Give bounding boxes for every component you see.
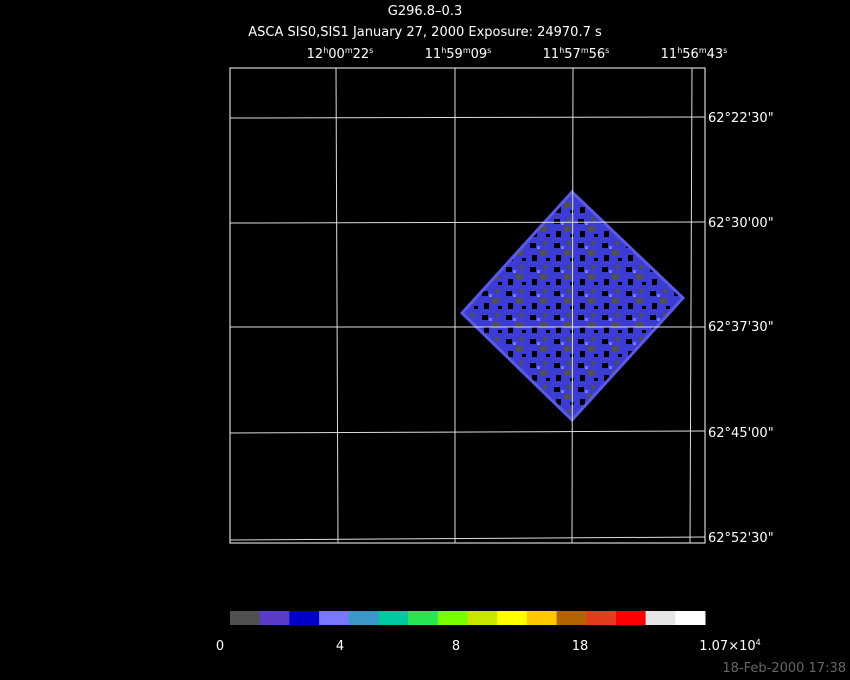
color-swatch <box>378 611 409 625</box>
dec-label: 62°52'30" <box>708 531 774 546</box>
color-swatch <box>259 611 290 625</box>
color-swatch <box>556 611 587 625</box>
superscript: s <box>605 46 609 55</box>
superscript: 4 <box>756 638 761 647</box>
colorbar-label: 4 <box>336 639 344 654</box>
label-part: 43 <box>707 47 724 62</box>
label-part: 11 <box>543 47 560 62</box>
ra-label: 11h59m09s <box>425 46 492 62</box>
colorbar-label: 8 <box>452 639 460 654</box>
dec-label: 62°30'00" <box>708 216 774 231</box>
superscript: m <box>345 46 353 55</box>
label-part: 1.07×10 <box>699 639 755 654</box>
color-swatch <box>348 611 379 625</box>
color-swatch <box>615 611 647 625</box>
color-swatch <box>408 611 439 625</box>
color-swatch <box>586 611 617 625</box>
subtitle: ASCA SIS0,SIS1 January 27, 2000 Exposure… <box>248 25 602 40</box>
title: G296.8–0.3 <box>388 4 462 19</box>
color-swatch <box>497 611 528 625</box>
dec-label: 62°37'30" <box>708 320 774 335</box>
label-part: 4 <box>336 639 344 654</box>
timestamp: 18-Feb-2000 17:38 <box>722 661 846 676</box>
colorbar-label: 1.07×104 <box>699 638 760 654</box>
ra-label: 12h00m22s <box>307 46 374 62</box>
superscript: m <box>699 46 707 55</box>
plot-frame <box>229 67 706 544</box>
dec-label: 62°22'30" <box>708 111 774 126</box>
color-swatch <box>675 611 706 625</box>
color-swatch <box>645 611 676 625</box>
label-part: 12 <box>307 47 324 62</box>
label-part: 11 <box>661 47 678 62</box>
coordinate-grid <box>229 67 706 544</box>
superscript: s <box>723 46 727 55</box>
colorbar-label: 18 <box>572 639 589 654</box>
dec-label: 62°45'00" <box>708 426 774 441</box>
superscript: m <box>463 46 471 55</box>
label-part: 8 <box>452 639 460 654</box>
superscript: s <box>487 46 491 55</box>
label-part: 56 <box>589 47 606 62</box>
color-swatch <box>467 611 498 625</box>
superscript: m <box>581 46 589 55</box>
superscript: s <box>369 46 373 55</box>
label-part: 57 <box>564 47 581 62</box>
label-part: 18 <box>572 639 589 654</box>
label-part: 59 <box>446 47 463 62</box>
colorbar <box>230 611 706 625</box>
superscript: h <box>323 46 328 55</box>
color-swatch <box>319 611 350 625</box>
label-part: 11 <box>425 47 442 62</box>
color-swatch <box>289 611 320 625</box>
label-part: 00 <box>328 47 345 62</box>
label-part: 0 <box>216 639 224 654</box>
color-swatch <box>437 611 468 625</box>
superscript: h <box>559 46 564 55</box>
colorbar-label: 0 <box>216 639 224 654</box>
color-swatch <box>230 611 261 625</box>
ra-label: 11h56m43s <box>661 46 728 62</box>
label-part: 56 <box>682 47 699 62</box>
label-part: 09 <box>471 47 488 62</box>
color-swatch <box>526 611 558 625</box>
label-part: 22 <box>353 47 370 62</box>
ra-label: 11h57m56s <box>543 46 610 62</box>
superscript: h <box>441 46 446 55</box>
superscript: h <box>677 46 682 55</box>
